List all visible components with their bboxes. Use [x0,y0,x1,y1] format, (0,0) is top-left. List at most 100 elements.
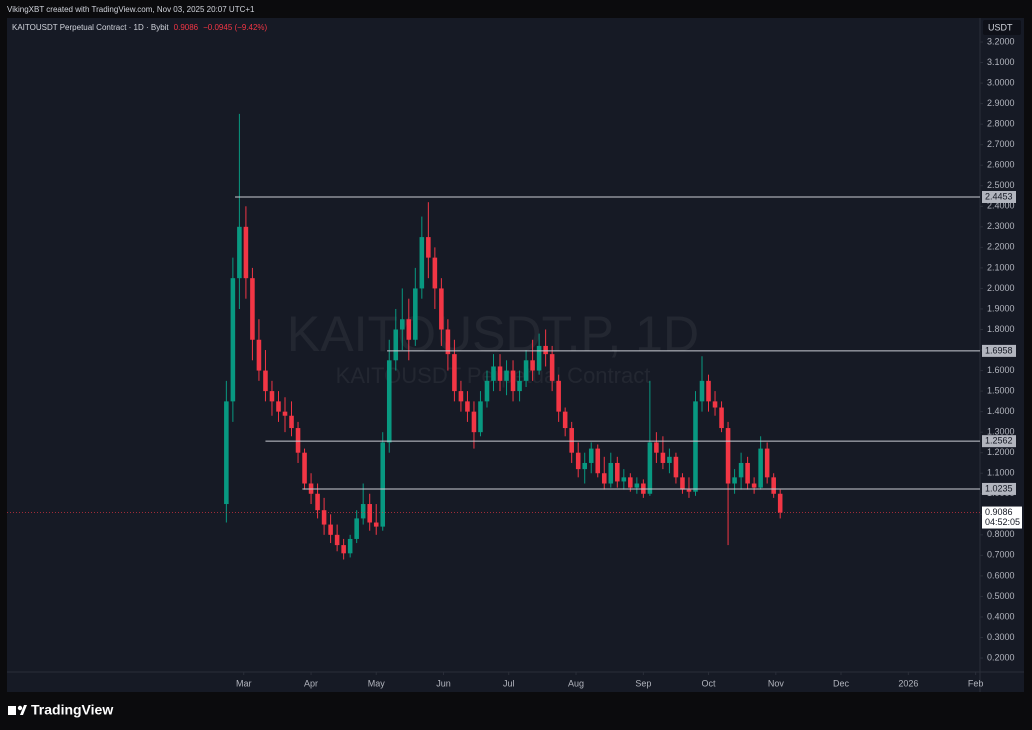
candle-body [751,483,757,488]
candle-body [608,462,614,484]
candle-body [654,442,659,453]
candle-body [243,226,249,279]
watermark: KAITOUSDT.P, 1D [287,306,699,362]
candle-body [556,380,561,412]
y-tick-label: 3.2000 [987,36,1015,46]
candle-body [588,448,594,463]
candle-body [523,360,529,381]
candle-body [360,504,366,519]
candle-body [699,380,705,402]
legend: KAITOUSDT Perpetual Contract · 1D · Bybi… [12,23,268,32]
logo-mark [8,706,16,715]
candle-body [432,257,438,289]
candle-body [426,237,431,258]
x-tick-label: Nov [768,678,785,688]
level-label-box [982,435,1016,448]
candle-body [628,477,633,488]
candle-body [745,462,750,484]
candle-body [282,411,288,416]
candle-body [543,345,548,355]
candle-body [237,226,242,279]
y-tick-label: 0.8000 [987,529,1015,539]
candle-body [621,477,627,482]
x-tick-label: 2026 [898,678,918,688]
x-tick-label: Sep [635,678,651,688]
y-tick-label: 2.9000 [987,98,1015,108]
y-tick-label: 2.1000 [987,262,1015,272]
y-tick-label: 2.0000 [987,283,1015,293]
candle-body [295,428,301,453]
candle-body [582,462,587,470]
last-price-box [982,506,1022,529]
candle-body [276,401,281,412]
candle-body [569,428,574,453]
candle-body [491,366,496,381]
credit: VikingXBT created with TradingView.com, … [7,5,255,14]
y-tick-label: 0.3000 [987,632,1015,642]
y-tick-label: 1.6000 [987,365,1015,375]
candle-body [712,401,718,408]
candle-body [354,518,359,539]
candle-body [328,524,333,535]
x-tick-label: May [368,678,386,688]
candle-body [439,288,444,330]
candle-body [289,415,294,429]
candle-body [536,345,542,371]
y-tick-label: 0.4000 [987,611,1015,621]
candle-body [725,428,731,484]
candle-body [452,354,457,392]
x-tick-label: Apr [304,678,318,688]
candle-body [706,380,711,402]
candle-body [719,407,724,429]
candle-body [732,477,737,484]
level-label: 1.0235 [985,483,1013,493]
logo: TradingView [8,702,113,718]
candle-body [478,401,483,433]
y-tick-label: 3.0000 [987,77,1015,87]
candle-body [400,319,405,330]
candle-body [256,339,262,371]
candle-body [224,401,229,505]
x-tick-label: Feb [968,678,984,688]
x-tick-label: Jun [436,678,451,688]
candle-body [660,452,666,463]
candle-body [634,483,640,488]
candle-body [758,448,763,488]
candle-body [549,354,555,381]
candle-body [445,329,451,355]
candle-body [230,278,236,402]
candle-body [764,448,770,478]
candle-body [667,456,672,463]
x-tick-label: Jul [503,678,515,688]
candle-body [367,504,372,523]
candle-body [321,510,327,525]
candle-body [686,489,692,492]
candle-body [484,380,490,402]
level-label-box [982,344,1016,357]
logo-mark [20,705,27,715]
candle-body [777,493,783,513]
symbol: KAITOUSDT Perpetual Contract · 1D · Bybi… [12,23,169,32]
y-tick-label: 1.5000 [987,385,1015,395]
candle-body [263,370,268,392]
currency: USDT [988,22,1013,32]
logo-text: TradingView [31,702,113,718]
y-tick-label: 2.6000 [987,160,1015,170]
candle-body [465,401,470,412]
logo-mark [17,705,23,711]
candle-body [673,456,679,478]
candle-body [771,477,776,494]
candle-body [386,360,392,443]
candle-body [334,534,340,546]
candle-body [458,391,464,402]
level-label-box [982,482,1016,495]
candle-body [601,473,607,484]
x-tick-label: Mar [236,678,252,688]
candle-body [517,380,522,392]
candle-body [269,391,275,402]
candle-body [504,370,509,381]
candle-body [250,278,255,340]
level-label: 1.2562 [985,436,1013,446]
